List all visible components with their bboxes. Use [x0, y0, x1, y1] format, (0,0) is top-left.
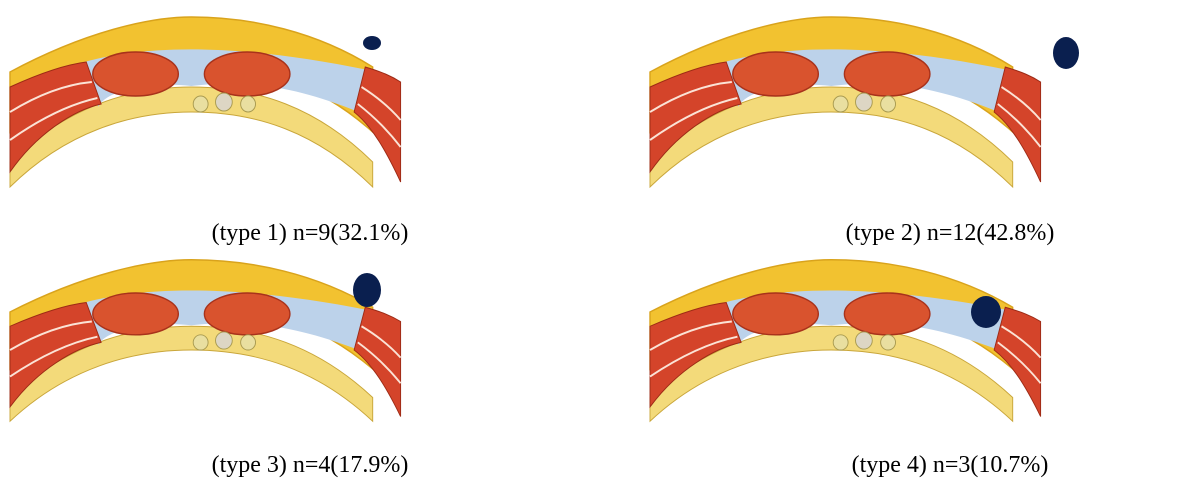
marker [363, 36, 381, 50]
figure: (type 1) n=9(32.1%) (type 2) n=12(42.8%)… [0, 0, 1179, 483]
marker [353, 273, 381, 307]
illustration [650, 17, 1041, 187]
illustration [10, 260, 401, 422]
caption: (type 2) n=12(42.8%) [846, 220, 1055, 246]
marker [971, 296, 1001, 328]
panel: (type 4) n=3(10.7%) [650, 260, 1048, 478]
caption: (type 4) n=3(10.7%) [852, 452, 1049, 478]
caption: (type 1) n=9(32.1%) [212, 220, 409, 246]
illustration [650, 260, 1041, 422]
marker [1053, 37, 1079, 69]
panel: (type 2) n=12(42.8%) [650, 17, 1079, 246]
caption: (type 3) n=4(17.9%) [212, 452, 409, 478]
panel: (type 1) n=9(32.1%) [10, 17, 408, 246]
panel: (type 3) n=4(17.9%) [10, 260, 408, 478]
illustration [10, 17, 401, 187]
